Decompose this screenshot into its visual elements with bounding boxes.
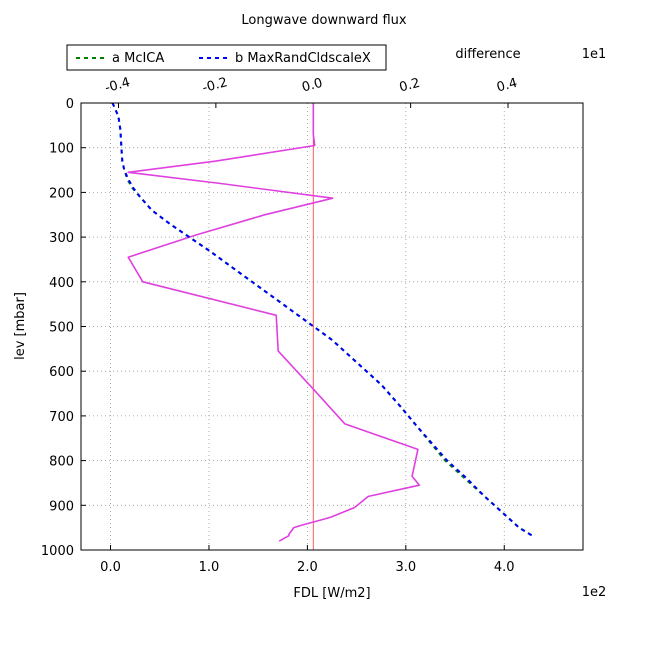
y-tick-label: 200 xyxy=(49,186,74,201)
x-tick-label: 1.0 xyxy=(199,560,220,575)
y-axis-label: lev [mbar] xyxy=(13,292,28,360)
top-tick-label: -0.2 xyxy=(201,75,229,96)
x-tick-label: 4.0 xyxy=(494,560,515,575)
top-axis-scale-note: 1e1 xyxy=(582,47,607,62)
grid xyxy=(81,103,583,550)
top-tick-label: 0.2 xyxy=(398,76,422,96)
chart-title: Longwave downward flux xyxy=(241,13,406,28)
legend-label-b: b MaxRandCldscaleX xyxy=(235,51,371,66)
bottom-axis: 0.0 1.0 2.0 3.0 4.0 xyxy=(100,545,515,575)
top-tick-label: 0.4 xyxy=(495,76,519,96)
y-tick-label: 400 xyxy=(49,276,74,291)
y-tick-label: 100 xyxy=(49,142,74,157)
top-axis-label: difference xyxy=(455,47,520,62)
top-tick-label: -0.4 xyxy=(103,75,131,96)
y-tick-label: 500 xyxy=(49,321,74,336)
y-tick-label: 300 xyxy=(49,231,74,246)
x-axis-label: FDL [W/m2] xyxy=(293,586,370,601)
y-tick-label: 600 xyxy=(49,365,74,380)
y-tick-label: 1000 xyxy=(41,544,74,559)
legend: a McICA b MaxRandCldscaleX xyxy=(66,44,387,71)
series-layer xyxy=(111,102,535,550)
top-axis: -0.4 -0.2 0.0 0.2 0.4 xyxy=(103,75,519,108)
y-tick-label: 800 xyxy=(49,455,74,470)
legend-label-a: a McICA xyxy=(112,51,164,66)
series-line-2 xyxy=(127,103,421,542)
x-tick-label: 3.0 xyxy=(395,560,416,575)
top-tick-label: 0.0 xyxy=(300,76,324,96)
y-tick-label: 900 xyxy=(49,499,74,514)
x-tick-label: 0.0 xyxy=(100,560,121,575)
series-line-1 xyxy=(111,102,535,538)
x-tick-label: 2.0 xyxy=(297,560,318,575)
left-axis: 0 100 200 300 400 500 600 700 800 900 1000 xyxy=(41,97,86,559)
plot-area xyxy=(81,103,583,550)
plot-frame xyxy=(80,102,584,551)
y-tick-label: 700 xyxy=(49,410,74,425)
y-tick-label: 0 xyxy=(66,97,74,112)
x-axis-scale-note: 1e2 xyxy=(582,585,607,600)
